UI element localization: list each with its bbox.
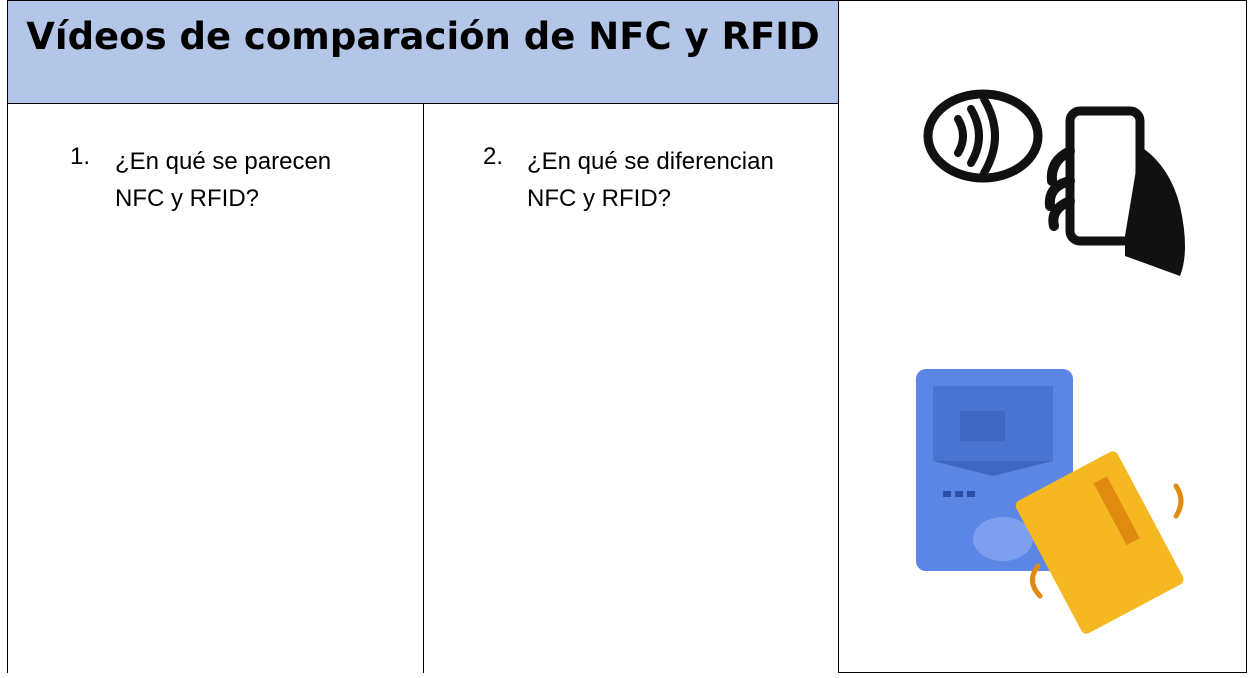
question-cell: 2. ¿En qué se diferencian NFC y RFID? xyxy=(423,103,839,673)
question-cell: 1. ¿En qué se parecen NFC y RFID? xyxy=(7,103,424,673)
worksheet: Vídeos de comparación de NFC y RFID 1. ¿… xyxy=(7,0,1247,673)
card-reader-icon xyxy=(916,369,1184,634)
nfc-phone-icon xyxy=(923,89,1185,276)
image-cell xyxy=(838,0,1247,673)
question-text: ¿En qué se diferencian NFC y RFID? xyxy=(527,148,774,212)
title: Vídeos de comparación de NFC y RFID xyxy=(26,15,820,58)
title-cell: Vídeos de comparación de NFC y RFID xyxy=(7,0,839,104)
question-text: ¿En qué se parecen NFC y RFID? xyxy=(115,148,332,212)
question-number: 1. xyxy=(70,143,91,170)
question-number: 2. xyxy=(483,143,504,170)
illustrations xyxy=(916,89,1185,634)
